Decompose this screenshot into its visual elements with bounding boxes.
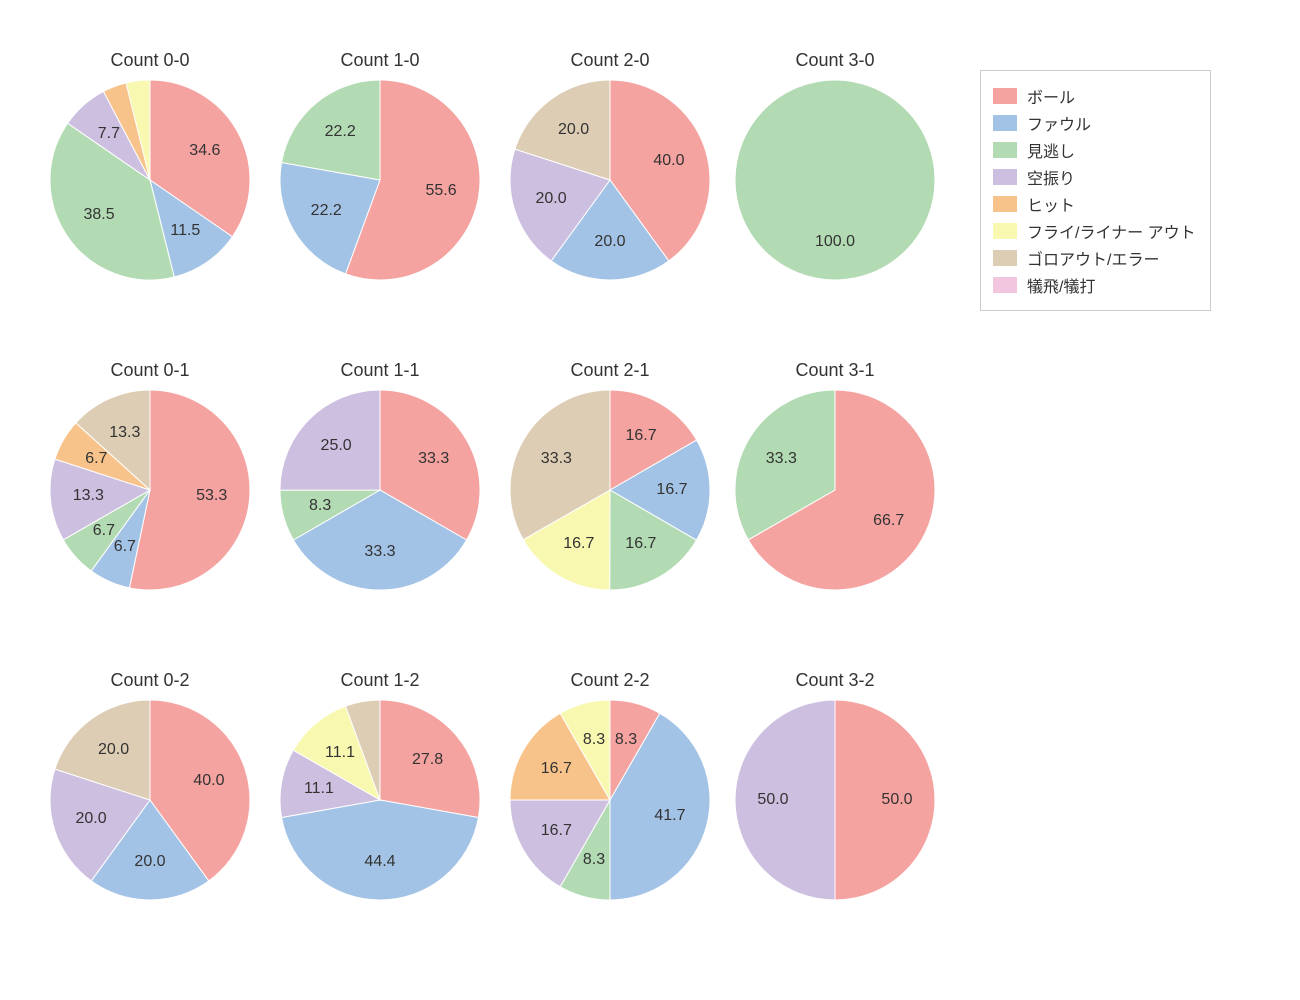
pie-svg <box>510 390 710 590</box>
legend-item: ゴロアウト/エラー <box>993 246 1196 270</box>
pie-svg <box>510 80 710 280</box>
legend-swatch <box>993 142 1017 158</box>
legend-label: ゴロアウト/エラー <box>1027 246 1159 270</box>
pie-chart: Count 1-133.333.38.325.0 <box>280 390 480 590</box>
pie-svg <box>280 700 480 900</box>
pie-chart: Count 3-250.050.0 <box>735 700 935 900</box>
legend-item: 見逃し <box>993 138 1196 162</box>
pie-title: Count 2-1 <box>510 360 710 381</box>
legend-label: ボール <box>1027 84 1075 108</box>
pie-chart: Count 0-034.611.538.57.7 <box>50 80 250 280</box>
pie-title: Count 3-2 <box>735 670 935 691</box>
pie-chart: Count 2-116.716.716.716.733.3 <box>510 390 710 590</box>
legend-swatch <box>993 223 1017 239</box>
legend-item: ファウル <box>993 111 1196 135</box>
legend-label: 見逃し <box>1027 138 1075 162</box>
pie-slice <box>735 700 835 900</box>
pie-chart: Count 2-040.020.020.020.0 <box>510 80 710 280</box>
pie-title: Count 1-0 <box>280 50 480 71</box>
pie-title: Count 3-0 <box>735 50 935 71</box>
pie-chart: Count 0-153.36.76.713.36.713.3 <box>50 390 250 590</box>
legend-swatch <box>993 88 1017 104</box>
legend-label: フライ/ライナー アウト <box>1027 219 1196 243</box>
chart-grid: Count 0-034.611.538.57.7Count 1-055.622.… <box>0 0 1300 1000</box>
pie-slice <box>280 390 380 490</box>
legend-item: 空振り <box>993 165 1196 189</box>
legend-item: フライ/ライナー アウト <box>993 219 1196 243</box>
pie-title: Count 1-1 <box>280 360 480 381</box>
pie-slice <box>282 80 380 180</box>
pie-svg <box>50 390 250 590</box>
pie-chart: Count 2-28.341.78.316.716.78.3 <box>510 700 710 900</box>
pie-title: Count 2-2 <box>510 670 710 691</box>
pie-chart: Count 3-166.733.3 <box>735 390 935 590</box>
legend-label: ヒット <box>1027 192 1075 216</box>
pie-chart: Count 3-0100.0 <box>735 80 935 280</box>
pie-svg <box>735 80 935 280</box>
pie-svg <box>735 390 935 590</box>
legend-item: ボール <box>993 84 1196 108</box>
pie-slice <box>282 800 479 900</box>
legend-label: ファウル <box>1027 111 1091 135</box>
legend: ボールファウル見逃し空振りヒットフライ/ライナー アウトゴロアウト/エラー犠飛/… <box>980 70 1211 311</box>
legend-item: ヒット <box>993 192 1196 216</box>
pie-svg <box>280 80 480 280</box>
legend-swatch <box>993 250 1017 266</box>
pie-chart: Count 1-055.622.222.2 <box>280 80 480 280</box>
pie-svg <box>50 80 250 280</box>
pie-title: Count 3-1 <box>735 360 935 381</box>
pie-title: Count 2-0 <box>510 50 710 71</box>
pie-svg <box>50 700 250 900</box>
pie-slice <box>380 700 480 818</box>
legend-swatch <box>993 196 1017 212</box>
legend-label: 犠飛/犠打 <box>1027 273 1095 297</box>
pie-svg <box>735 700 935 900</box>
legend-swatch <box>993 169 1017 185</box>
pie-chart: Count 1-227.844.411.111.1 <box>280 700 480 900</box>
legend-swatch <box>993 115 1017 131</box>
pie-svg <box>280 390 480 590</box>
legend-label: 空振り <box>1027 165 1075 189</box>
pie-slice <box>835 700 935 900</box>
legend-item: 犠飛/犠打 <box>993 273 1196 297</box>
pie-slice <box>735 80 935 280</box>
pie-svg <box>510 700 710 900</box>
pie-title: Count 0-2 <box>50 670 250 691</box>
pie-title: Count 0-1 <box>50 360 250 381</box>
pie-title: Count 1-2 <box>280 670 480 691</box>
pie-chart: Count 0-240.020.020.020.0 <box>50 700 250 900</box>
legend-swatch <box>993 277 1017 293</box>
pie-title: Count 0-0 <box>50 50 250 71</box>
